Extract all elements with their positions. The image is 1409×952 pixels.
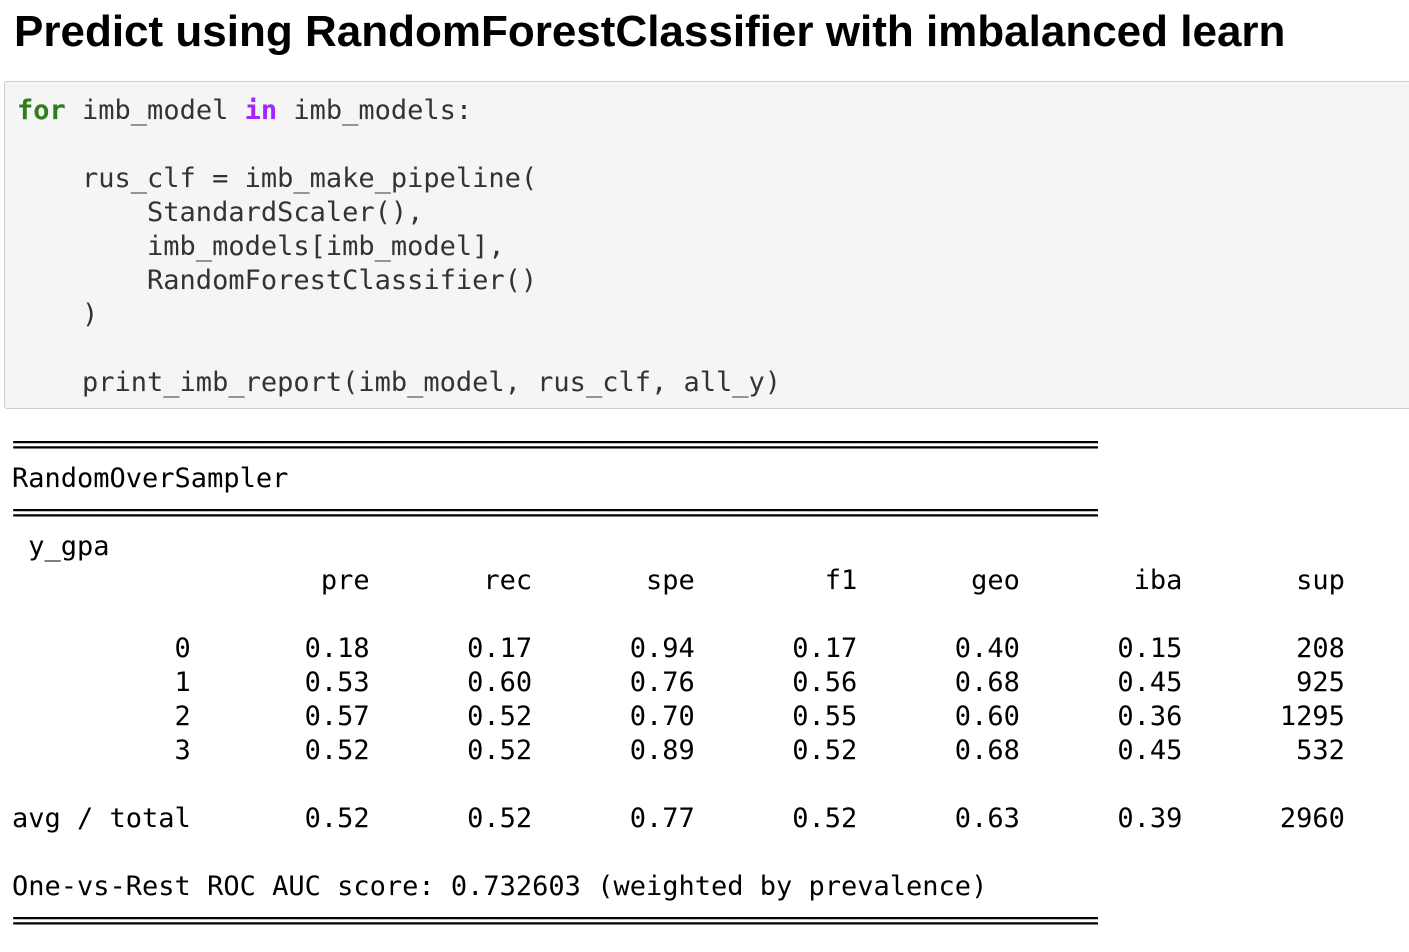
report-label: y_gpa (12, 531, 110, 562)
roc-auc-line: One-vs-Rest ROC AUC score: 0.732603 (wei… (12, 871, 988, 902)
separator-line: ========================================… (12, 429, 1099, 460)
cell-output: ========================================… (12, 428, 1345, 938)
report-row: 0 0.18 0.17 0.94 0.17 0.40 0.15 208 (12, 633, 1345, 664)
separator-line: ========================================… (12, 497, 1099, 528)
code-cell[interactable]: for imb_model in imb_models: rus_clf = i… (4, 81, 1409, 409)
code-line: RandomForestClassifier() (17, 265, 538, 296)
code-editor[interactable]: for imb_model in imb_models: rus_clf = i… (17, 94, 781, 400)
report-header-row: pre rec spe f1 geo iba sup (12, 565, 1345, 596)
separator-line: ========================================… (12, 905, 1099, 936)
keyword-for: for (17, 95, 66, 126)
report-row: 3 0.52 0.52 0.89 0.52 0.68 0.45 532 (12, 735, 1345, 766)
code-line: ) (17, 299, 99, 330)
code-text: imb_model (65, 95, 245, 126)
code-line: imb_models[imb_model], (17, 231, 505, 262)
model-name: RandomOverSampler (12, 463, 289, 494)
report-avg-row: avg / total 0.52 0.52 0.77 0.52 0.63 0.3… (12, 803, 1345, 834)
report-row: 2 0.57 0.52 0.70 0.55 0.60 0.36 1295 (12, 701, 1345, 732)
code-line: print_imb_report(imb_model, rus_clf, all… (17, 367, 782, 398)
notebook-heading: Predict using RandomForestClassifier wit… (14, 7, 1286, 56)
keyword-in: in (244, 95, 278, 126)
report-row: 1 0.53 0.60 0.76 0.56 0.68 0.45 925 (12, 667, 1345, 698)
code-text: imb_models: (277, 95, 473, 126)
code-line: rus_clf = imb_make_pipeline( (17, 163, 538, 194)
code-line: StandardScaler(), (17, 197, 424, 228)
